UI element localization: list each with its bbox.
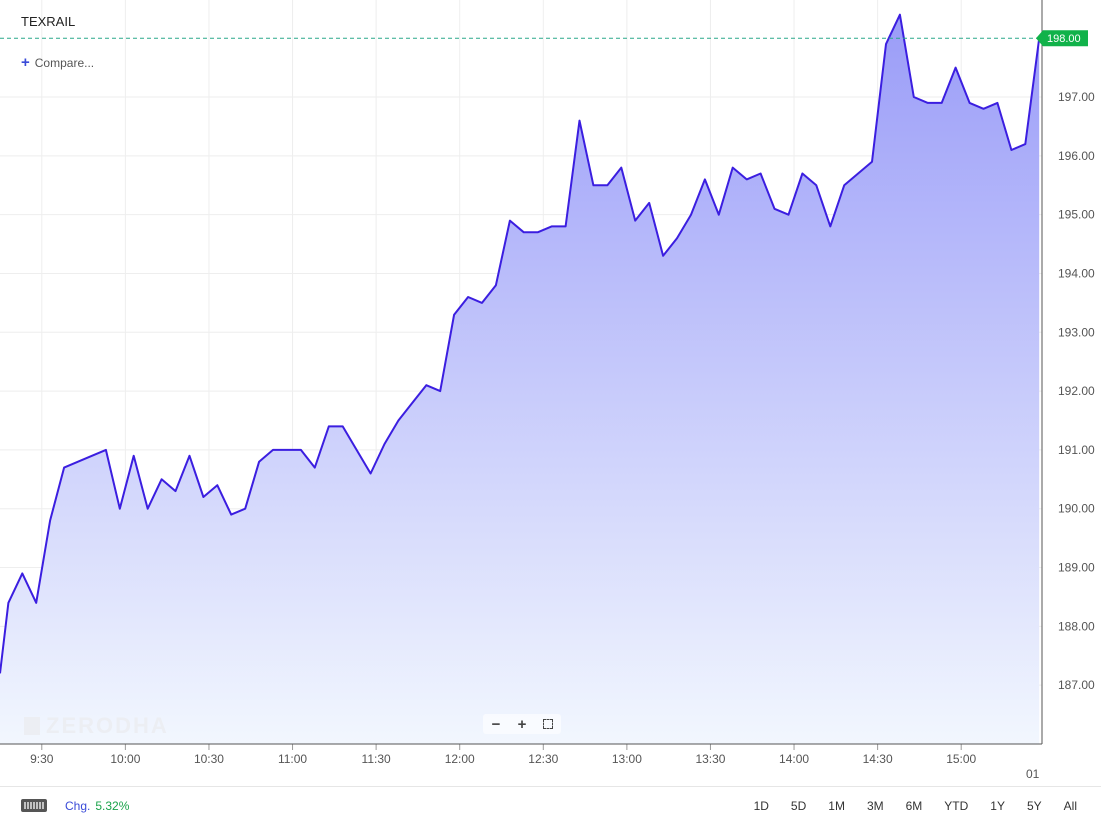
symbol-title: TEXRAIL — [21, 14, 76, 29]
change-label: Chg. — [65, 799, 91, 813]
range-1m[interactable]: 1M — [828, 799, 845, 813]
y-tick-label: 188.00 — [1058, 619, 1095, 633]
change-value: 5.32% — [95, 799, 130, 813]
range-1y[interactable]: 1Y — [990, 799, 1005, 813]
range-5d[interactable]: 5D — [790, 799, 807, 813]
x-tick-label: 9:30 — [30, 752, 54, 766]
current-price-label: 198.00 — [1047, 33, 1081, 45]
y-tick-label: 197.00 — [1058, 90, 1095, 104]
watermark: ZERODHA — [24, 713, 169, 739]
range-1d[interactable]: 1D — [753, 799, 769, 813]
y-tick-label: 196.00 — [1058, 149, 1095, 163]
y-tick-label: 191.00 — [1058, 443, 1095, 457]
x-tick-label: 15:00 — [946, 752, 976, 766]
axes: 187.00 188.00 189.00 190.00 191.00 192.00 193.… — [0, 0, 1095, 781]
zoom-in-button[interactable]: + — [517, 715, 527, 733]
range-ytd[interactable]: YTD — [944, 799, 969, 813]
x-edge-label: 01 — [1026, 767, 1040, 781]
x-tick-label: 10:30 — [194, 752, 224, 766]
range-5y[interactable]: 5Y — [1026, 799, 1042, 813]
chart-footer: Chg. 5.32% 1D 5D 1M 3M 6M YTD 1Y 5Y All — [0, 786, 1101, 827]
x-tick-label: 13:00 — [612, 752, 642, 766]
zerodha-logo-icon — [24, 717, 40, 735]
price-chart[interactable]: 187.00 188.00 189.00 190.00 191.00 192.00 193.… — [0, 0, 1101, 786]
zoom-out-button[interactable]: − — [491, 715, 501, 733]
y-tick-label: 192.00 — [1058, 384, 1095, 398]
x-tick-label: 12:00 — [445, 752, 475, 766]
zoom-controls: − + — [483, 714, 561, 734]
range-selector: 1D 5D 1M 3M 6M YTD 1Y 5Y All — [754, 799, 1077, 813]
compare-button[interactable]: + Compare... — [21, 54, 95, 71]
y-tick-label: 193.00 — [1058, 325, 1095, 339]
y-tick-label: 187.00 — [1058, 678, 1095, 692]
x-tick-label: 10:00 — [110, 752, 140, 766]
plus-icon: + — [21, 54, 30, 71]
range-all[interactable]: All — [1063, 799, 1077, 813]
change-indicator: Chg. 5.32% — [65, 799, 129, 813]
x-tick-label: 11:00 — [278, 752, 307, 766]
range-3m[interactable]: 3M — [866, 799, 884, 813]
x-tick-label: 14:00 — [779, 752, 809, 766]
x-tick-label: 12:30 — [528, 752, 558, 766]
fullscreen-button[interactable] — [538, 716, 558, 733]
y-tick-label: 194.00 — [1058, 266, 1095, 280]
y-tick-label: 195.00 — [1058, 208, 1095, 222]
y-tick-label: 190.00 — [1058, 502, 1095, 516]
x-tick-label: 13:30 — [695, 752, 725, 766]
current-price-badge: 198.00 — [1036, 30, 1088, 47]
keyboard-icon[interactable] — [21, 799, 47, 812]
compare-label: Compare... — [34, 56, 95, 70]
y-tick-label: 189.00 — [1058, 561, 1095, 575]
price-line — [0, 13, 1041, 674]
fullscreen-icon — [543, 718, 553, 729]
price-area-fill — [0, 14, 1040, 744]
watermark-text: ZERODHA — [46, 713, 169, 738]
x-tick-label: 14:30 — [863, 752, 893, 766]
range-6m[interactable]: 6M — [905, 799, 923, 813]
x-tick-label: 11:30 — [362, 752, 391, 766]
